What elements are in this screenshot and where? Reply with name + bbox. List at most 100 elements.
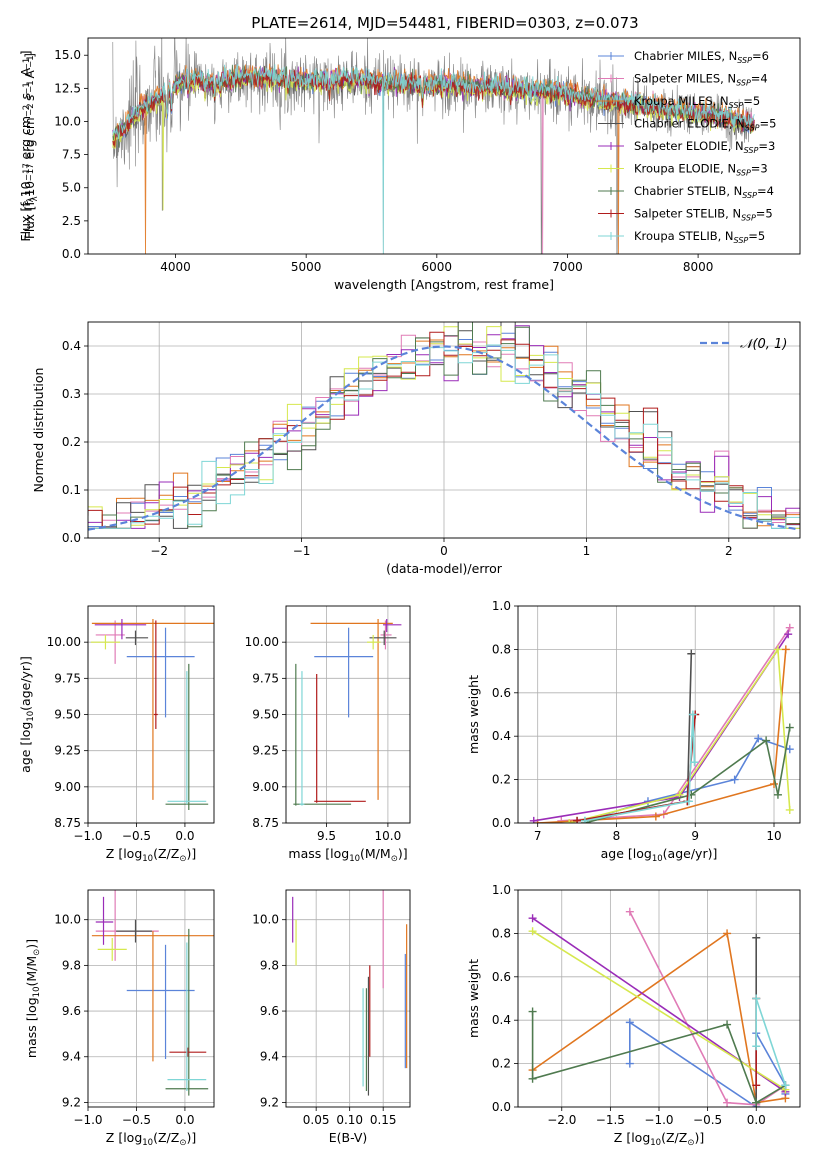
label-run: s — [23, 95, 37, 105]
label-run: 10 — [142, 1138, 153, 1148]
weight-marker-chabrier_miles — [754, 734, 763, 743]
mass-vs-metallicity-panel: −1.0 −0.5 0.09.29.49.69.810.0Z [log10(Z/Z⊙… — [24, 889, 215, 1148]
weight-marker-kroupa_elodie — [528, 927, 537, 936]
label-run: Z [log — [106, 1130, 142, 1145]
ticks: 7 8 9 10 0.0 0.2 0.4 0.6 0.8 1.0 — [492, 599, 782, 843]
weight-vs-metallicity-panel: −2.0 −1.5 −1.0 −0.5 0.0 0.0 0.2 0.4 0.6 0.8 1.0 Z [… — [466, 883, 801, 1148]
y-axis-label: age [log10(age/yr)] — [18, 656, 36, 773]
weight-marker-chabrier_stelib — [528, 1074, 537, 1083]
y-tick-label: 0.2 — [492, 773, 511, 787]
legend-text: Kroupa MILES, N — [634, 94, 729, 108]
x-axis-label: mass [log10(M/M⊙)] — [288, 846, 407, 864]
label-run: erg cm — [23, 117, 37, 163]
y-axis-label: mass weight — [466, 675, 481, 754]
label-run: erg cm — [18, 116, 33, 164]
legend-label-kroupa_elodie: Kroupa ELODIE, NSSP=3 — [634, 162, 768, 178]
x-tick-label: 8000 — [683, 260, 714, 274]
y-tick-label: 10.0 — [54, 114, 81, 128]
weight-marker-kroupa_stelib — [580, 816, 589, 823]
y-tick-label: 0.0 — [492, 1100, 511, 1114]
weight-marker-chabrier_stelib — [752, 1098, 761, 1107]
y-tick-label: 0.0 — [62, 247, 81, 261]
legend-sub: SSP — [745, 124, 760, 133]
x-tick-label: 0.05 — [303, 1113, 330, 1127]
label-run: 10 — [23, 181, 37, 196]
x-tick-label: 9 — [691, 829, 699, 843]
label-run: 10 — [650, 1138, 661, 1148]
x-tick-label: 0 — [440, 544, 448, 558]
x-tick-label: −0.5 — [693, 1113, 722, 1127]
weight-marker-chabrier_elodie — [752, 933, 761, 942]
grid — [87, 606, 214, 824]
plot-frame — [517, 605, 801, 824]
ticks: 4000 5000 6000 7000 8000 0.0 2.5 5.0 7.5 10.0 12.5… — [54, 48, 713, 274]
label-run: 10 — [652, 854, 663, 864]
x-tick-label: −1 — [293, 544, 311, 558]
x-tick-label: −0.5 — [122, 829, 151, 843]
normal-curve — [88, 345, 798, 531]
label-run: −1 — [22, 82, 32, 95]
y-tick-label: 9.75 — [252, 671, 279, 685]
label-run: age [log — [18, 722, 33, 773]
weight-marker-chabrier_elodie — [687, 649, 696, 658]
x-tick-label: −1.0 — [73, 1113, 102, 1127]
x-tick-label: 7 — [534, 829, 542, 843]
y-tick-label: 10.00 — [47, 635, 81, 649]
legend-sub: SSP — [742, 191, 757, 200]
label-run: ⊙ — [179, 854, 186, 864]
x-tick-label: 0.0 — [747, 1113, 766, 1127]
y-tick-label: 0.3 — [62, 387, 81, 401]
legend-suffix: =5 — [743, 94, 760, 108]
weight-marker-salpeter_elodie — [784, 630, 793, 639]
legend-suffix: =4 — [751, 72, 768, 86]
legend-text: Chabrier MILES, N — [634, 49, 737, 63]
x-tick-label: 0.0 — [175, 829, 194, 843]
weight-marker-kroupa_miles — [781, 645, 790, 654]
x-tick-label: 0.10 — [336, 1113, 363, 1127]
legend-label-salpeter_stelib: Salpeter STELIB, NSSP=5 — [634, 207, 773, 223]
histogram-legend: 𝒩(0, 1) — [700, 337, 787, 352]
plot-area — [292, 890, 408, 1096]
label-run: λ — [26, 197, 36, 202]
y-axis-label: mass [log10(M/M⊙)] — [24, 939, 42, 1058]
y-tick-label: 0.4 — [492, 729, 511, 743]
label-run: 10 — [26, 711, 36, 722]
residual-histogram-panel: −2 −1 0 1 2 0.0 0.1 0.2 0.3 0.4 (data-model)/error… — [31, 321, 801, 576]
weight-marker-chabrier_miles — [625, 1059, 634, 1068]
weight-marker-kroupa_elodie — [785, 805, 794, 814]
legend-label-kroupa_miles: Kroupa MILES, NSSP=5 — [634, 94, 760, 110]
plot-frame — [87, 321, 801, 539]
legend-sub: SSP — [736, 169, 751, 178]
spectrum-model-kroupa_stelib — [112, 64, 755, 254]
y-tick-label: 0.4 — [492, 1013, 511, 1027]
legend-text: Kroupa STELIB, N — [634, 229, 734, 243]
y-tick-label: 9.2 — [62, 1095, 81, 1109]
x-tick-label: 7000 — [552, 260, 583, 274]
plot-area — [112, 38, 755, 254]
label-run: ⊙ — [687, 1138, 694, 1148]
label-run: mass [log — [24, 997, 39, 1058]
legend-suffix: =3 — [758, 139, 775, 153]
plot-area — [90, 619, 214, 810]
label-run: )] — [24, 939, 39, 949]
label-run: −1 — [26, 80, 36, 93]
weight-marker-salpeter_miles — [785, 623, 794, 632]
x-axis-label: Z [log10(Z/Z⊙)] — [106, 846, 196, 864]
weight-line-kroupa_elodie — [569, 647, 791, 823]
x-tick-label: 9.5 — [317, 829, 336, 843]
age-vs-mass-panel: 9.5 10.0 8.75 9.00 9.25 9.50 9.75 10.00 mass [lo… — [245, 605, 411, 864]
legend-sub: SSP — [734, 236, 749, 245]
x-tick-label: 5000 — [291, 260, 322, 274]
y-tick-label: 5.0 — [62, 181, 81, 195]
y-tick-label: 0.4 — [62, 339, 81, 353]
label-run: (Z/Z — [661, 1130, 687, 1145]
label-run: Z [log — [614, 1130, 650, 1145]
y-tick-label: 9.6 — [260, 1004, 279, 1018]
ticks: −2.0 −1.5 −1.0 −0.5 0.0 0.0 0.2 0.4 0.6 0.8 1.0 — [492, 883, 766, 1127]
legend-label-chabrier_elodie: Chabrier ELODIE, NSSP=5 — [634, 117, 776, 133]
label-run: ⊙ — [179, 1138, 186, 1148]
x-tick-label: 0.0 — [175, 1113, 194, 1127]
y-tick-label: 0.8 — [492, 926, 511, 940]
x-tick-label: 1 — [583, 544, 591, 558]
y-tick-label: 10.0 — [54, 913, 81, 927]
